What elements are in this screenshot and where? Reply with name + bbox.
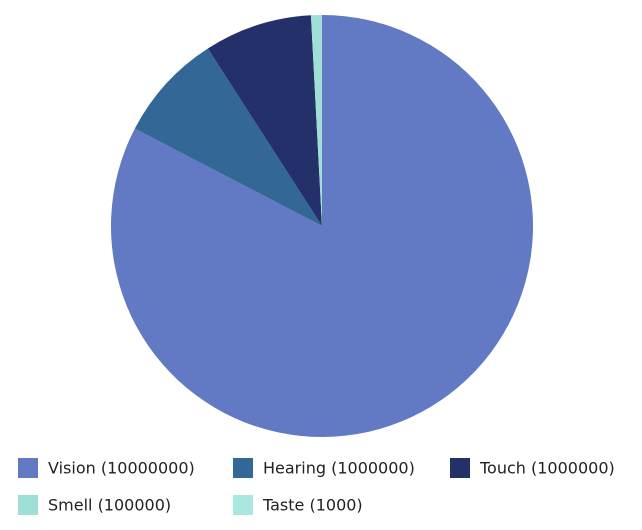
legend-swatch bbox=[450, 458, 470, 478]
legend-swatch bbox=[233, 495, 253, 515]
legend-label: Hearing (1000000) bbox=[263, 459, 415, 478]
legend-label: Touch (1000000) bbox=[479, 459, 615, 478]
legend-swatch bbox=[18, 458, 38, 478]
legend-label: Smell (100000) bbox=[48, 496, 171, 515]
legend-swatch bbox=[233, 458, 253, 478]
legend-swatch bbox=[18, 495, 38, 515]
legend-label: Taste (1000) bbox=[262, 496, 363, 515]
legend-label: Vision (10000000) bbox=[48, 459, 195, 478]
